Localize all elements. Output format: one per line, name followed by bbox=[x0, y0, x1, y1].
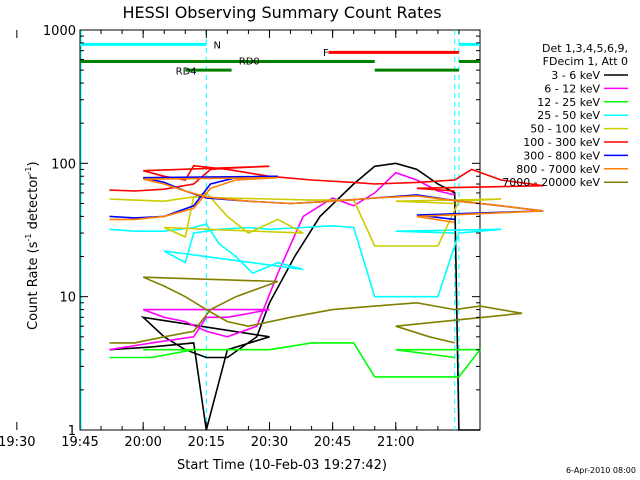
legend-header-line-2: FDecim 1, Att 0 bbox=[543, 55, 628, 68]
plot-area: N F RD0 RD4 bbox=[79, 29, 544, 431]
legend-label-8: 7000 - 20000 keV bbox=[502, 176, 600, 189]
series-line-1 bbox=[109, 171, 455, 351]
y-tick-label-2: 100 bbox=[51, 157, 76, 172]
x-tick-label-2: 20:00 bbox=[124, 435, 161, 450]
series-line-3 bbox=[109, 223, 502, 298]
y-tick-label-1: 10 bbox=[59, 291, 76, 306]
legend-label-2: 12 - 25 keV bbox=[537, 96, 600, 109]
x-axis: 19:30 19:45 20:00 20:15 20:30 20:45 21:00 bbox=[0, 30, 481, 450]
x-tick-label-6: 21:00 bbox=[377, 435, 414, 450]
legend-label-0: 3 - 6 keV bbox=[551, 69, 600, 82]
series-line-2 bbox=[109, 342, 482, 378]
plot-frame bbox=[79, 29, 481, 431]
legend-label-6: 300 - 800 keV bbox=[523, 149, 600, 162]
flag-label-f: F bbox=[323, 48, 329, 59]
y-axis-label: Count Rate (s-1 detector-1) bbox=[24, 161, 41, 330]
y-tick-label-0: 1 bbox=[68, 424, 76, 439]
legend-label-5: 100 - 300 keV bbox=[523, 136, 600, 149]
timestamp: 6-Apr-2010 08:00 bbox=[566, 466, 636, 475]
x-tick-label-3: 20:15 bbox=[188, 435, 225, 450]
legend-header-line-1: Det 1,3,4,5,6,9, bbox=[542, 42, 628, 55]
legend-label-7: 800 - 7000 keV bbox=[516, 163, 600, 176]
series-line-7 bbox=[109, 176, 544, 224]
legend-label-1: 6 - 12 keV bbox=[544, 82, 600, 95]
y-tick-label-3: 1000 bbox=[43, 24, 76, 39]
legend-label-3: 25 - 50 keV bbox=[537, 109, 600, 122]
chart-title: HESSI Observing Summary Count Rates bbox=[122, 3, 441, 22]
x-tick-label-5: 20:45 bbox=[314, 435, 351, 450]
x-tick-label-0: 19:30 bbox=[0, 435, 36, 450]
x-tick-label-4: 20:30 bbox=[251, 435, 288, 450]
x-tick-label-1: 19:45 bbox=[61, 435, 98, 450]
series-line-8 bbox=[109, 276, 523, 344]
legend: Det 1,3,4,5,6,9, FDecim 1, Att 0 3 - 6 k… bbox=[502, 42, 628, 189]
y-axis: 1 10 100 1000 bbox=[43, 24, 480, 439]
series-line-5 bbox=[109, 164, 544, 192]
flag-label-rd4: RD4 bbox=[176, 67, 197, 78]
flag-label-rd0: RD0 bbox=[239, 57, 260, 68]
x-axis-label: Start Time (10-Feb-03 19:27:42) bbox=[177, 458, 387, 473]
legend-label-4: 50 - 100 keV bbox=[530, 123, 600, 136]
series-line-0 bbox=[109, 162, 480, 431]
flag-label-n: N bbox=[214, 40, 221, 51]
